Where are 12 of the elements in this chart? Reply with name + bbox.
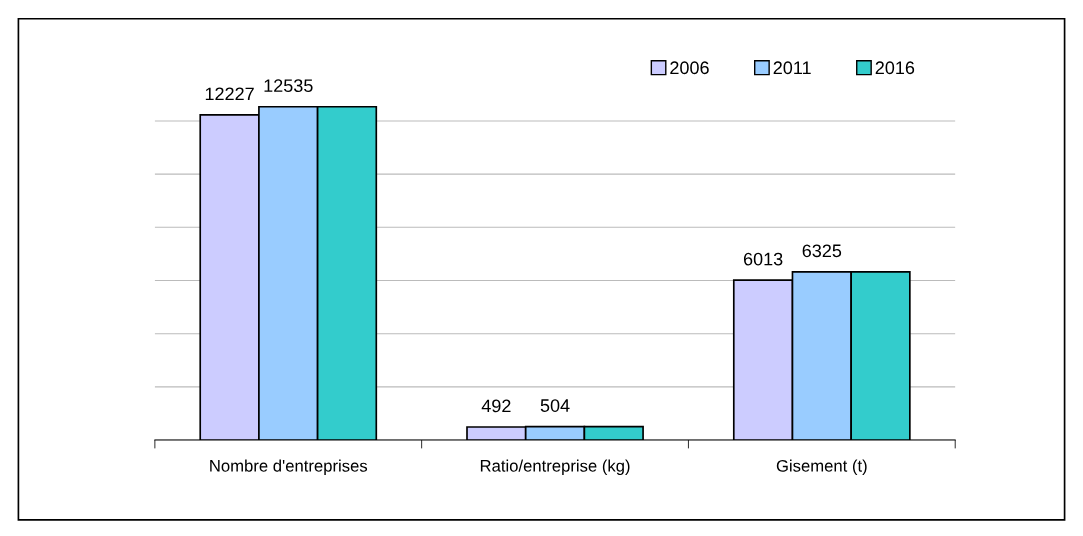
data-label: 12535 [264, 79, 313, 93]
data-label: 6013 [743, 252, 783, 266]
legend-label: 2006 [670, 61, 709, 75]
x-tick-label: Nombre d'entreprises [210, 459, 368, 476]
data-label: 6325 [802, 244, 842, 258]
x-tick-label: Ratio/entreprise (kg) [480, 459, 630, 476]
data-label: 12227 [205, 87, 254, 101]
data-label: 504 [540, 399, 570, 412]
legend-label: 2016 [875, 61, 915, 75]
data-label: 492 [481, 399, 511, 413]
legend-label: 2011 [773, 61, 811, 75]
x-tick-label: Gisement (t) [776, 459, 867, 476]
